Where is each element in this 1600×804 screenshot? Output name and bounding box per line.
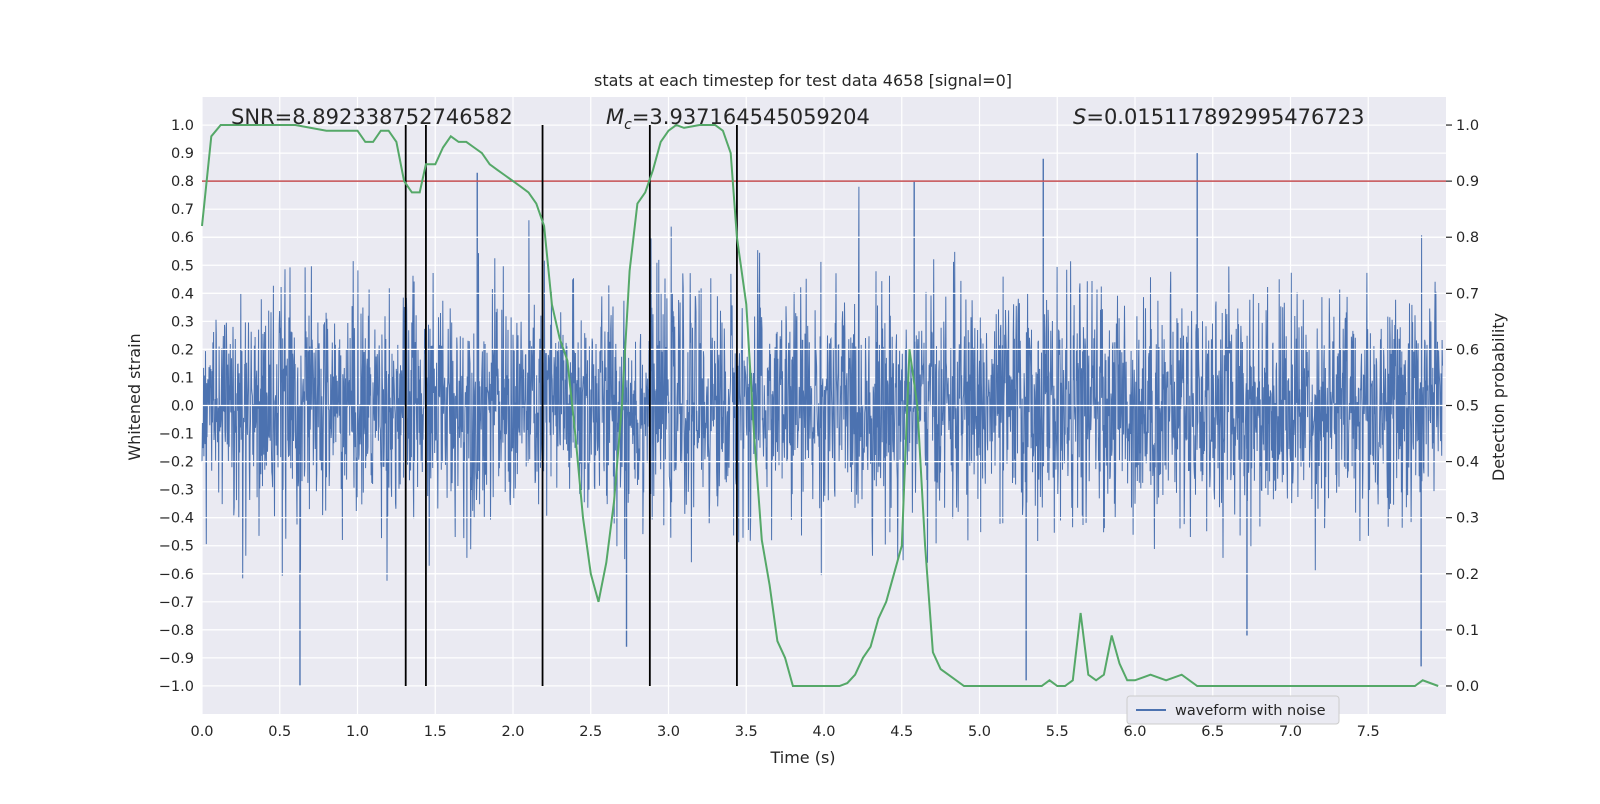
y-tick-label: 0.2	[171, 342, 194, 358]
y2-tick-label: 0.8	[1456, 230, 1479, 246]
mc-symbol: M	[606, 105, 624, 129]
y-tick-label: −0.3	[159, 483, 194, 499]
y-axis-label: Whitened strain	[125, 333, 144, 460]
y-tick-label: −1.0	[159, 679, 194, 695]
y2-axis-ticks: 0.0 0.1 0.2 0.3 0.4 0.5 0.6 0.7 0.8 0.9 1.0	[1446, 118, 1479, 695]
y-tick-label: −0.6	[159, 567, 194, 583]
probability-line	[201, 123, 1439, 687]
x-tick-label: 2.5	[579, 724, 602, 740]
y2-tick-label: 0.4	[1456, 455, 1479, 471]
y2-tick-label: 0.9	[1456, 174, 1479, 190]
x-tick-label: 2.0	[501, 724, 524, 740]
legend: waveform with noise	[1126, 695, 1340, 725]
y-tick-label: 0.1	[171, 370, 194, 386]
mc-value: =3.937164545059204	[632, 105, 870, 129]
x-tick-label: 7.5	[1357, 724, 1380, 740]
x-tick-label: 0.5	[268, 724, 291, 740]
x-tick-label: 5.5	[1046, 724, 1069, 740]
x-tick-label: 1.5	[424, 724, 447, 740]
x-tick-label: 5.0	[968, 724, 991, 740]
mc-subscript: c	[624, 117, 632, 133]
waveform-line	[201, 186, 1443, 581]
y2-tick-label: 1.0	[1456, 118, 1479, 134]
x-tick-label: 7.0	[1279, 724, 1302, 740]
waveform-series	[201, 153, 1443, 686]
x-tick-label: 3.5	[735, 724, 758, 740]
y-tick-label: −0.4	[159, 511, 194, 527]
y2-tick-label: 0.0	[1456, 679, 1479, 695]
y2-tick-label: 0.5	[1456, 399, 1479, 415]
s-symbol: S	[1073, 105, 1086, 129]
y-tick-label: −0.7	[159, 595, 194, 611]
y-tick-label: −0.2	[159, 455, 194, 471]
y-tick-label: 0.7	[171, 202, 194, 218]
y2-tick-label: 0.6	[1456, 342, 1479, 358]
y-tick-label: 0.4	[171, 286, 194, 302]
legend-label: waveform with noise	[1175, 703, 1326, 719]
x-tick-label: 6.5	[1201, 724, 1224, 740]
y-axis-ticks: −1.0 −0.9 −0.8 −0.7 −0.6 −0.5 −0.4 −0.3 −0.2 −0.1…	[159, 118, 194, 695]
y2-tick-label: 0.2	[1456, 567, 1479, 583]
y-tick-label: 0.8	[171, 174, 194, 190]
x-tick-label: 4.5	[890, 724, 913, 740]
x-tick-label: 3.0	[657, 724, 680, 740]
snr-annotation: SNR=8.892338752746582	[231, 105, 513, 129]
y-tick-label: −0.5	[159, 539, 194, 555]
x-axis-label: Time (s)	[769, 748, 835, 767]
x-tick-label: 4.0	[812, 724, 835, 740]
chart-title: stats at each timestep for test data 465…	[594, 71, 1012, 90]
s-annotation: S=0.015117892995476723	[1073, 105, 1364, 129]
y-tick-label: 1.0	[171, 118, 194, 134]
y-tick-label: −0.9	[159, 651, 194, 667]
y2-tick-label: 0.7	[1456, 286, 1479, 302]
probability-series	[201, 123, 1439, 687]
y2-axis-label: Detection probability	[1489, 313, 1508, 481]
y2-tick-label: 0.1	[1456, 623, 1479, 639]
y-tick-label: 0.5	[171, 258, 194, 274]
y-tick-label: −0.1	[159, 427, 194, 443]
x-tick-label: 0.0	[190, 724, 213, 740]
x-tick-label: 6.0	[1123, 724, 1146, 740]
y-tick-label: 0.9	[171, 146, 194, 162]
y-tick-label: 0.6	[171, 230, 194, 246]
y-tick-label: 0.3	[171, 314, 194, 330]
mc-annotation: Mc=3.937164545059204	[606, 105, 870, 133]
y-tick-label: 0.0	[171, 399, 194, 415]
x-axis-ticks: 0.0 0.5 1.0 1.5 2.0 2.5 3.0 3.5 4.0 4.5 5.0 5.5 6.0 6…	[190, 724, 1379, 740]
x-tick-label: 1.0	[346, 724, 369, 740]
s-value: =0.015117892995476723	[1086, 105, 1364, 129]
legend-box	[1126, 695, 1340, 725]
y2-tick-label: 0.3	[1456, 511, 1479, 527]
y-tick-label: −0.8	[159, 623, 194, 639]
